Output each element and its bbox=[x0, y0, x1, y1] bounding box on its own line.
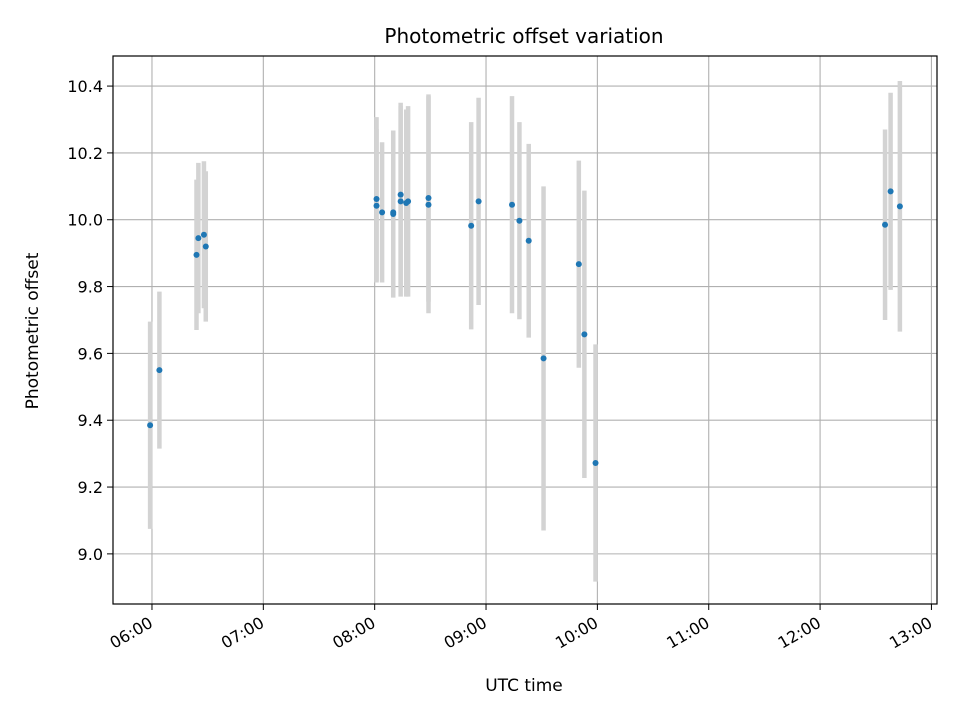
data-point bbox=[200, 231, 207, 238]
y-axis-label: Photometric offset bbox=[23, 252, 43, 409]
data-point bbox=[390, 209, 397, 216]
data-point bbox=[575, 261, 582, 268]
y-tick-label: 9.0 bbox=[78, 545, 103, 564]
data-point bbox=[425, 195, 432, 202]
data-point bbox=[475, 198, 482, 205]
data-point bbox=[373, 196, 380, 203]
x-tick-label: 10:00 bbox=[552, 613, 601, 653]
x-tick-label: 08:00 bbox=[329, 613, 378, 653]
data-point bbox=[425, 201, 432, 208]
data-point bbox=[509, 201, 516, 208]
data-point bbox=[525, 237, 532, 244]
x-tick-label: 12:00 bbox=[775, 613, 824, 653]
chart-title: Photometric offset variation bbox=[384, 24, 663, 48]
plot-frame bbox=[112, 55, 938, 605]
y-tick-label: 9.4 bbox=[78, 411, 103, 430]
data-point bbox=[540, 355, 547, 362]
data-points bbox=[147, 188, 903, 466]
data-point bbox=[592, 459, 599, 466]
y-tick-label: 10.4 bbox=[67, 77, 103, 96]
data-point bbox=[896, 203, 903, 210]
data-point bbox=[468, 222, 475, 229]
y-tick-label: 9.2 bbox=[78, 478, 103, 497]
x-axis-ticks: 06:00 07:00 08:00 09:00 10:00 11:00 12:00 13:00 bbox=[107, 604, 935, 653]
data-point bbox=[147, 422, 154, 429]
y-tick-label: 10.0 bbox=[67, 211, 103, 230]
y-tick-label: 10.2 bbox=[67, 144, 103, 163]
y-tick-label: 9.8 bbox=[78, 278, 103, 297]
x-tick-label: 09:00 bbox=[441, 613, 490, 653]
data-point bbox=[397, 198, 404, 205]
data-point bbox=[195, 235, 202, 242]
data-point bbox=[887, 188, 894, 195]
x-tick-label: 06:00 bbox=[107, 613, 156, 653]
data-point bbox=[882, 221, 889, 228]
data-point bbox=[156, 367, 163, 374]
data-point bbox=[581, 331, 588, 338]
data-point bbox=[373, 202, 380, 209]
data-point bbox=[405, 198, 412, 205]
x-tick-label: 13:00 bbox=[886, 613, 935, 653]
y-axis-ticks: 9.0 9.2 9.4 9.6 9.8 10.0 10.2 10.4 bbox=[67, 77, 113, 564]
data-point bbox=[516, 217, 523, 224]
errorbars bbox=[147, 81, 903, 582]
x-tick-label: 11:00 bbox=[663, 613, 712, 653]
grid bbox=[113, 56, 937, 604]
x-tick-label: 07:00 bbox=[218, 613, 267, 653]
data-point bbox=[193, 251, 200, 258]
data-point bbox=[397, 191, 404, 198]
data-point bbox=[202, 243, 209, 250]
y-tick-label: 9.6 bbox=[78, 344, 103, 363]
x-axis-label: UTC time bbox=[485, 676, 563, 696]
data-point bbox=[379, 209, 386, 216]
